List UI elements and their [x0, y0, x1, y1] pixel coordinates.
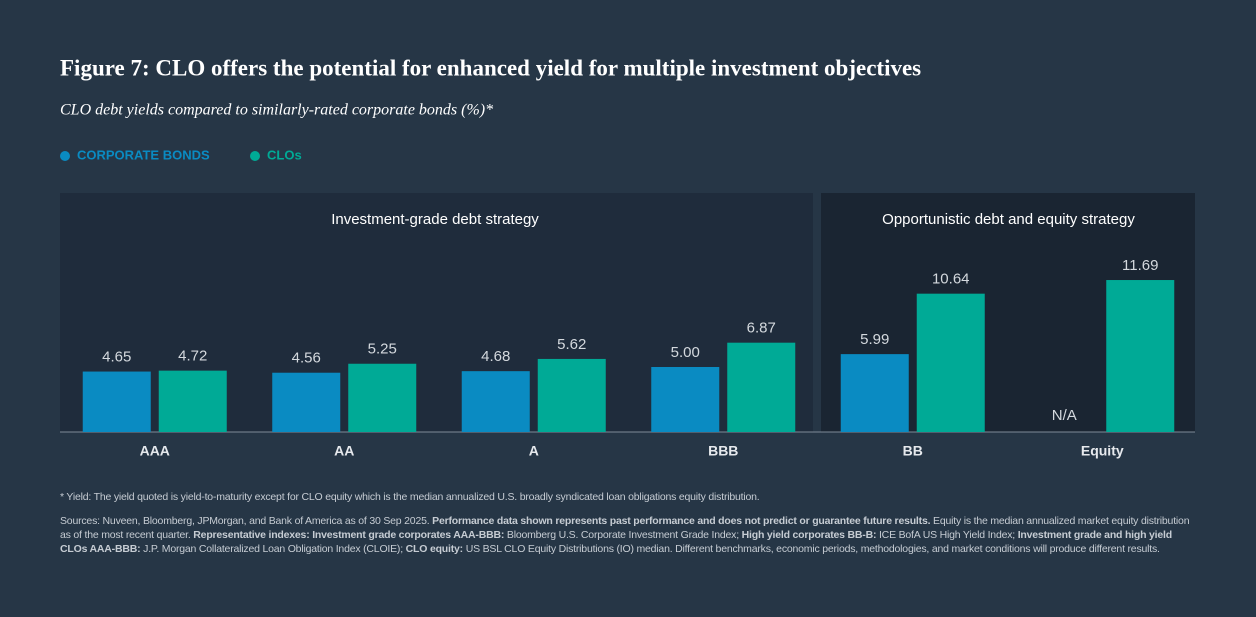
- source-text: ICE BofA US High Yield Index;: [876, 529, 1018, 541]
- source-text: CLO equity:: [405, 543, 464, 555]
- chart-subtitle: CLO debt yields compared to similarly-ra…: [60, 102, 493, 119]
- bar: [461, 371, 530, 432]
- bar: [158, 370, 227, 432]
- bar: [727, 342, 796, 432]
- value-label: N/A: [1052, 407, 1077, 424]
- value-label: 5.25: [368, 341, 397, 358]
- bar: [82, 371, 151, 432]
- value-label: 4.72: [178, 348, 207, 365]
- value-label: 4.56: [292, 350, 321, 367]
- x-tick-label: A: [529, 443, 539, 459]
- panel-label: Opportunistic debt and equity strategy: [882, 211, 1135, 228]
- value-label: 6.87: [747, 320, 776, 337]
- x-tick-label: AAA: [140, 443, 170, 459]
- sources: Sources: Nuveen, Bloomberg, JPMorgan, an…: [60, 514, 1200, 556]
- value-label: 5.99: [860, 331, 889, 348]
- legend-label: CORPORATE BONDS: [77, 147, 210, 162]
- value-label: 11.69: [1122, 257, 1158, 274]
- bar: [1106, 280, 1175, 432]
- source-text: High yield corporates BB-B:: [741, 529, 877, 541]
- source-text: US BSL CLO Equity Distributions (IO) med…: [462, 543, 1160, 555]
- x-tick-label: AA: [334, 443, 354, 459]
- value-label: 4.68: [481, 348, 510, 365]
- bar: [916, 293, 985, 432]
- panel-label: Investment-grade debt strategy: [331, 211, 539, 228]
- chart-title: Figure 7: CLO offers the potential for e…: [60, 55, 921, 80]
- source-text: Sources: Nuveen, Bloomberg, JPMorgan, an…: [60, 515, 433, 527]
- bar: [537, 358, 606, 432]
- value-label: 5.62: [557, 336, 586, 353]
- legend-marker: [250, 151, 260, 161]
- source-text: Investment grade and high yield CLOs AAA…: [60, 529, 1172, 555]
- x-tick-label: Equity: [1081, 443, 1124, 459]
- x-tick-label: BBB: [708, 443, 738, 459]
- value-label: 5.00: [671, 344, 700, 361]
- source-text: Representative indexes: Investment grade…: [193, 529, 505, 541]
- source-text: Bloomberg U.S. Corporate Investment Grad…: [504, 529, 742, 541]
- bar: [651, 367, 720, 432]
- value-label: 4.65: [102, 349, 131, 366]
- source-text: Performance data shown represents past p…: [432, 515, 931, 527]
- source-text: Equity is the median annualized market e…: [60, 515, 1190, 541]
- legend-marker: [60, 151, 70, 161]
- value-label: 10.64: [932, 271, 970, 288]
- bar: [840, 354, 909, 432]
- bar: [348, 363, 417, 432]
- footnote: * Yield: The yield quoted is yield-to-ma…: [60, 491, 760, 503]
- source-text: J.P. Morgan Collateralized Loan Obligati…: [140, 543, 406, 555]
- legend-label: CLOs: [267, 147, 302, 162]
- bar: [272, 372, 341, 432]
- x-tick-label: BB: [903, 443, 923, 459]
